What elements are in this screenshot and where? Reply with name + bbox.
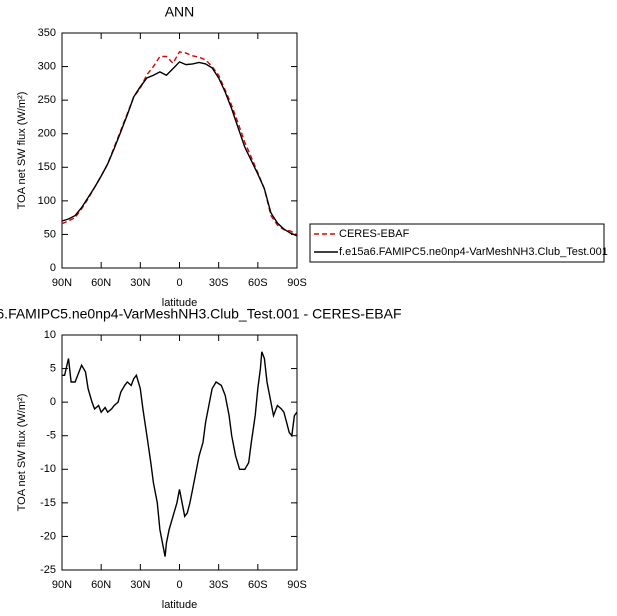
y-tick-label: -10	[40, 463, 56, 475]
legend-label: CERES-EBAF	[339, 228, 410, 240]
y-tick-label: 350	[38, 27, 56, 39]
x-tick-label: 90S	[287, 579, 307, 591]
x-tick-label: 0	[176, 579, 182, 591]
legend-box	[309, 223, 605, 263]
chart-title: ANN	[165, 4, 195, 20]
x-tick-label: 90S	[287, 277, 307, 289]
y-tick-label: 10	[44, 329, 56, 341]
x-tick-label: 60S	[248, 277, 268, 289]
y-tick-label: 200	[38, 128, 56, 140]
x-tick-label: 90N	[52, 277, 72, 289]
y-axis-label: TOA net SW flux (W/m²)	[16, 92, 28, 210]
series-line	[61, 51, 298, 236]
y-tick-label: -20	[40, 530, 56, 542]
y-tick-label: 50	[44, 228, 56, 240]
x-tick-label: 30N	[130, 579, 150, 591]
plot-frame	[61, 32, 298, 269]
y-tick-label: 0	[50, 262, 56, 274]
y-tick-label: -5	[46, 430, 56, 442]
x-tick-label: 90N	[52, 579, 72, 591]
y-tick-label: 250	[38, 94, 56, 106]
y-axis-label: TOA net SW flux (W/m²)	[16, 394, 28, 512]
y-tick-label: 100	[38, 195, 56, 207]
x-axis-label: latitude	[162, 297, 197, 309]
x-tick-label: 60N	[91, 277, 111, 289]
x-tick-label: 30S	[209, 277, 229, 289]
x-tick-label: 30S	[209, 579, 229, 591]
x-tick-label: 30N	[130, 277, 150, 289]
x-tick-label: 60N	[91, 579, 111, 591]
legend: CERES-EBAF f.e15a6.FAMIPC5.ne0np4-VarMesh…	[309, 223, 608, 263]
x-axis-label: latitude	[162, 599, 197, 611]
chart-title: f.e15a6.FAMIPC5.ne0np4-VarMeshNH3.Club_T…	[0, 306, 402, 322]
y-tick-label: 300	[38, 60, 56, 72]
x-tick-label: 0	[176, 277, 182, 289]
y-tick-label: 0	[50, 396, 56, 408]
series-line	[61, 61, 298, 237]
series-line	[62, 351, 298, 557]
y-tick-label: 150	[38, 161, 56, 173]
plot-frame	[61, 334, 298, 571]
y-tick-label: 5	[50, 362, 56, 374]
legend-label: f.e15a6.FAMIPC5.ne0np4-VarMeshNH3.Club_T…	[339, 246, 608, 258]
y-tick-label: -25	[40, 564, 56, 576]
x-tick-label: 60S	[248, 579, 268, 591]
y-tick-label: -15	[40, 497, 56, 509]
